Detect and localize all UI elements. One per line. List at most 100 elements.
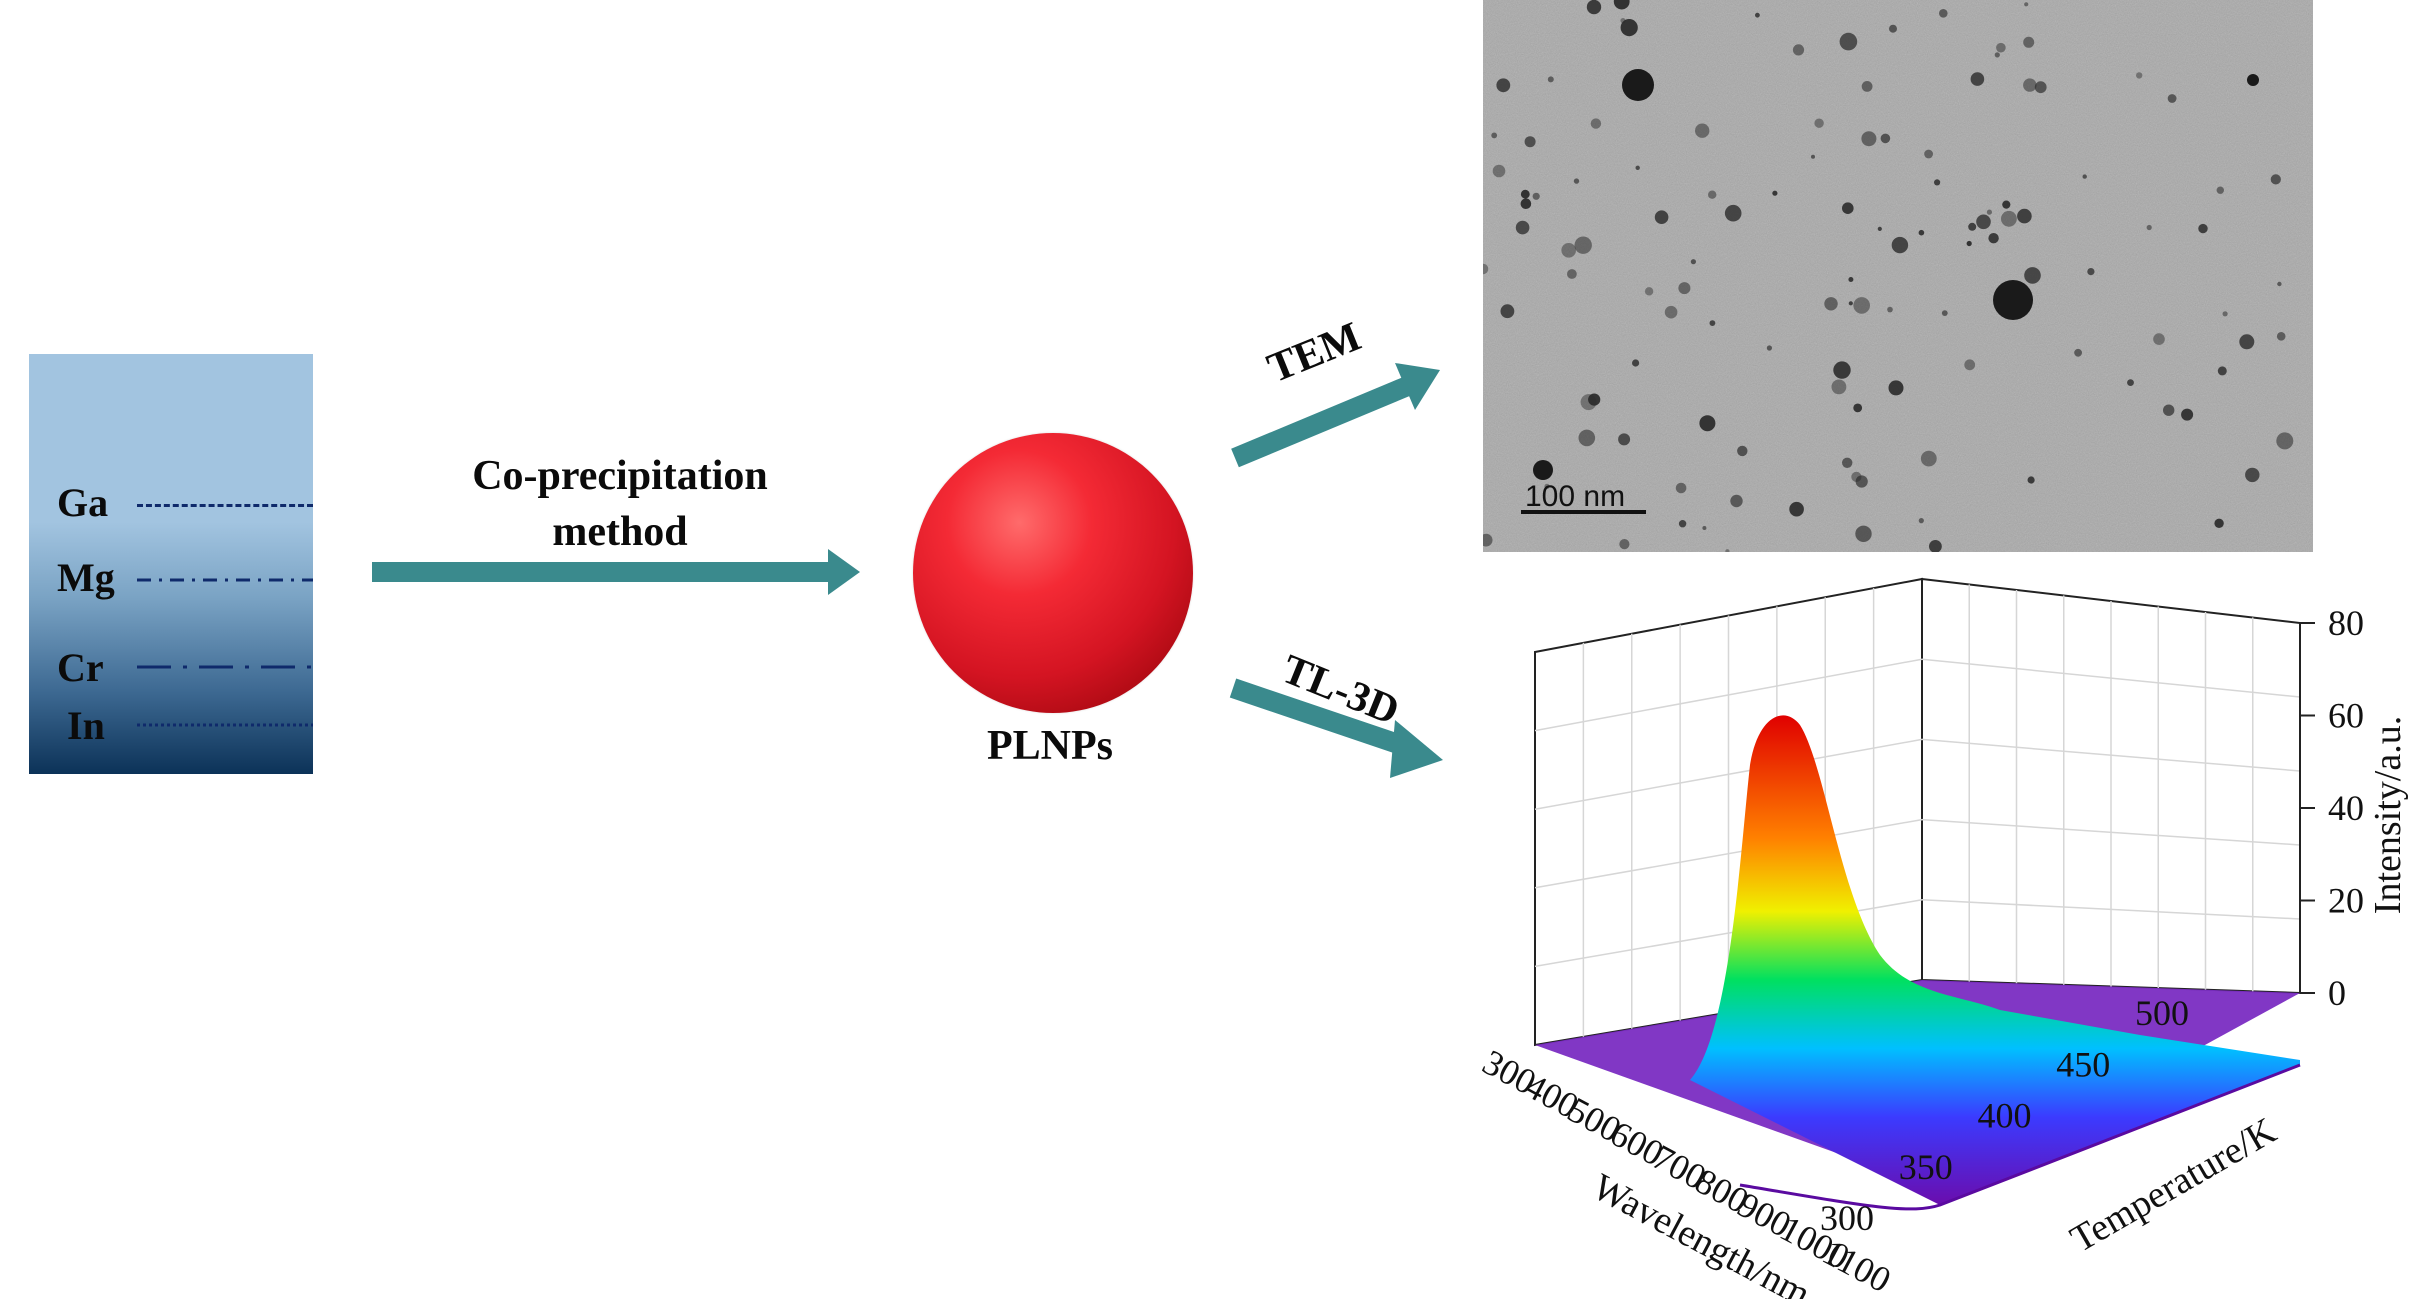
process-label-line2: method — [552, 509, 688, 555]
mg-line — [137, 578, 313, 582]
z-tick-label: 0 — [2328, 973, 2346, 1013]
tem-particle — [2214, 518, 2224, 528]
tem-particle — [1644, 287, 1654, 296]
tem-particle — [1891, 236, 1909, 254]
cr-line — [137, 665, 313, 669]
element-label-in: In — [67, 703, 105, 748]
tem-particle — [1620, 19, 1638, 37]
tem-particle — [1520, 189, 1530, 199]
tem-particle — [2239, 334, 2255, 350]
tem-particle — [1702, 526, 1707, 530]
tem-particle — [1567, 269, 1577, 279]
tem-particle — [1725, 549, 1730, 552]
tem-particle — [1887, 306, 1893, 313]
tem-particle — [1941, 310, 1948, 316]
tem-particle — [1483, 263, 1489, 275]
tem-particle — [1918, 229, 1925, 236]
tem-particle — [1833, 361, 1851, 379]
tem-particle — [2024, 267, 2041, 284]
tem-particle — [2276, 332, 2286, 341]
tem-cluster — [1993, 280, 2033, 320]
tem-particle — [2217, 366, 2227, 376]
tem-particle — [1724, 204, 1742, 222]
tem-particle — [1678, 520, 1687, 528]
tem-particle — [1613, 0, 1630, 10]
tem-particle — [1574, 236, 1592, 254]
tem-particle — [1986, 209, 1992, 215]
tem-particle — [2222, 311, 2228, 317]
tem-particle — [1851, 471, 1862, 482]
tem-particle — [2001, 210, 2017, 227]
element-label-ga: Ga — [57, 480, 109, 525]
tem-particle — [1573, 178, 1580, 184]
tem-particle — [1855, 525, 1872, 542]
tem-particle — [1811, 154, 1815, 159]
tem-particle — [2245, 467, 2260, 483]
z-tick-label: 20 — [2328, 881, 2364, 921]
z-axis-label: Intensity/a.u. — [2367, 716, 2409, 914]
tem-particle — [1766, 345, 1772, 351]
tem-particle — [2024, 2, 2029, 7]
tem-particle — [1861, 131, 1877, 147]
tem-particle — [2277, 281, 2282, 287]
tem-particle — [1970, 72, 1985, 86]
tem-particle — [1709, 320, 1716, 326]
tem-arrow — [1231, 363, 1440, 468]
tem-cluster — [1622, 69, 1654, 101]
tem-particle — [1772, 190, 1778, 196]
process-arrow — [372, 549, 860, 595]
tem-particle — [1586, 0, 1602, 15]
tem-particle — [1934, 179, 1941, 186]
tem-particle — [1524, 136, 1536, 148]
tem-particle — [1918, 518, 1924, 524]
tem-particle — [1976, 214, 1991, 230]
tem-particle — [1789, 501, 1804, 517]
tem-particle — [2163, 404, 2175, 416]
element-label-mg: Mg — [57, 555, 115, 600]
tem-particle — [1632, 359, 1640, 367]
tem-particle — [1853, 403, 1863, 413]
tem-particle — [1994, 52, 2000, 58]
tem-particle — [1964, 359, 1976, 371]
tem-particle — [1708, 190, 1717, 199]
tem-particle — [1730, 494, 1743, 508]
tem-particle — [1877, 226, 1882, 231]
tem-particle — [1561, 243, 1576, 258]
tem-particle — [1532, 192, 1540, 200]
tem-particle — [1855, 475, 1868, 488]
tem-particle — [2153, 333, 2165, 345]
tem-particle — [2082, 174, 2087, 179]
tem-cluster — [1533, 460, 1553, 480]
tem-micrograph: 100 nm — [1483, 0, 2313, 552]
element-label-cr: Cr — [57, 645, 104, 690]
tem-particle — [1588, 393, 1601, 406]
tem-particle — [1695, 123, 1710, 138]
ga-line — [137, 504, 313, 507]
tem-particle — [1664, 305, 1678, 319]
tem-particle — [2087, 268, 2095, 276]
tem-particle — [1496, 78, 1511, 93]
tem-particle — [1678, 282, 1691, 295]
tem-particle — [1968, 222, 1977, 231]
tem-particle — [2270, 174, 2281, 185]
tem-particle — [1620, 18, 1626, 24]
tem-particle — [1690, 259, 1696, 265]
tem-particle — [1848, 301, 1853, 306]
tem-particle — [2198, 223, 2208, 234]
tem-particle — [2216, 186, 2224, 194]
tem-particle — [1888, 380, 1904, 396]
tem-particle — [1839, 32, 1858, 51]
tem-particle — [1544, 483, 1550, 489]
tem-particle — [2146, 224, 2152, 231]
tem-particle — [1889, 24, 1897, 33]
y-tick-label: 500 — [2135, 993, 2189, 1033]
tem-particle — [2023, 36, 2035, 48]
tem-particle — [1848, 277, 1854, 282]
plnp-sphere — [913, 433, 1193, 713]
tem-cluster — [2247, 74, 2259, 86]
z-tick-label: 60 — [2328, 696, 2364, 736]
y-tick-label: 350 — [1899, 1147, 1953, 1187]
process-label: Co-precipitation method — [380, 448, 860, 560]
tem-particle — [1929, 540, 1942, 552]
tem-particle — [2181, 408, 2194, 421]
